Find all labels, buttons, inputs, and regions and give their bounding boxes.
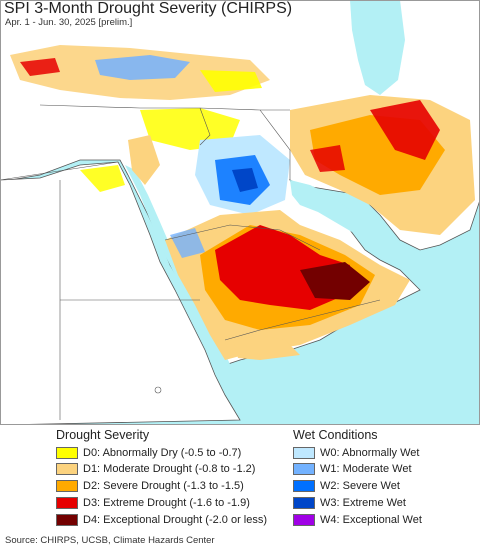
legend-label-w1: W1: Moderate Wet — [320, 463, 412, 475]
turkey-red — [20, 58, 60, 76]
country-borders — [0, 104, 381, 420]
legend-swatch-d1 — [56, 463, 78, 475]
legend-item-w4: W4: Exceptional Wet — [293, 512, 422, 528]
legend-label-w4: W4: Exceptional Wet — [320, 514, 422, 526]
legend-swatch-w0 — [293, 447, 315, 459]
legend-label-d4: D4: Exceptional Drought (-2.0 or less) — [83, 514, 268, 526]
legend-swatch-w1 — [293, 463, 315, 475]
legend-wet-title: Wet Conditions — [293, 428, 378, 442]
legend-item-d3: D3: Extreme Drought (-1.6 to -1.9) — [56, 495, 250, 511]
legend-swatch-d3 — [56, 497, 78, 509]
arabia-d4 — [300, 262, 370, 300]
legend-label-w0: W0: Abnormally Wet — [320, 447, 420, 459]
legend-swatch-w4 — [293, 514, 315, 526]
persian-gulf — [290, 180, 360, 232]
legend-item-w0: W0: Abnormally Wet — [293, 445, 419, 461]
map-title: SPI 3-Month Drought Severity (CHIRPS) — [4, 0, 293, 17]
legend-swatch-d2 — [56, 480, 78, 492]
yemen-d1 — [230, 330, 300, 360]
iran-d3-b — [310, 145, 345, 172]
legend-item-w3: W3: Extreme Wet — [293, 495, 406, 511]
legend-label-d0: D0: Abnormally Dry (-0.5 to -0.7) — [83, 447, 242, 459]
source-credit: Source: CHIRPS, UCSB, Climate Hazards Ce… — [5, 535, 215, 546]
legend-label-w3: W3: Extreme Wet — [320, 497, 406, 509]
legend-item-d2: D2: Severe Drought (-1.3 to -1.5) — [56, 478, 244, 494]
legend-item-d1: D1: Moderate Drought (-0.8 to -1.2) — [56, 461, 255, 477]
legend-label-d2: D2: Severe Drought (-1.3 to -1.5) — [83, 480, 244, 492]
legend-label-d1: D1: Moderate Drought (-0.8 to -1.2) — [83, 463, 256, 475]
legend-item-w1: W1: Moderate Wet — [293, 461, 412, 477]
levant-d1 — [128, 135, 160, 185]
iraq-w3 — [232, 168, 258, 192]
legend-item-d4: D4: Exceptional Drought (-2.0 or less) — [56, 512, 267, 528]
map-subtitle: Apr. 1 - Jun. 30, 2025 [prelim.] — [5, 17, 133, 28]
legend-label-d3: D3: Extreme Drought (-1.6 to -1.9) — [83, 497, 250, 509]
island — [154, 386, 162, 394]
egypt-d0 — [80, 165, 125, 192]
legend-item-d0: D0: Abnormally Dry (-0.5 to -0.7) — [56, 445, 241, 461]
caspian-sea — [350, 0, 405, 95]
turkey-wet — [95, 55, 190, 80]
legend-item-w2: W2: Severe Wet — [293, 478, 400, 494]
turkey-d0 — [200, 70, 262, 92]
legend: Drought Severity Wet Conditions D0: Abno… — [0, 428, 480, 533]
drought-map — [0, 0, 480, 425]
legend-drought-title: Drought Severity — [56, 428, 150, 442]
legend-swatch-d0 — [56, 447, 78, 459]
legend-label-w2: W2: Severe Wet — [320, 480, 400, 492]
arabia-wet — [170, 228, 205, 258]
iran-d3 — [370, 100, 440, 160]
legend-swatch-w2 — [293, 480, 315, 492]
legend-swatch-d4 — [56, 514, 78, 526]
legend-swatch-w3 — [293, 497, 315, 509]
